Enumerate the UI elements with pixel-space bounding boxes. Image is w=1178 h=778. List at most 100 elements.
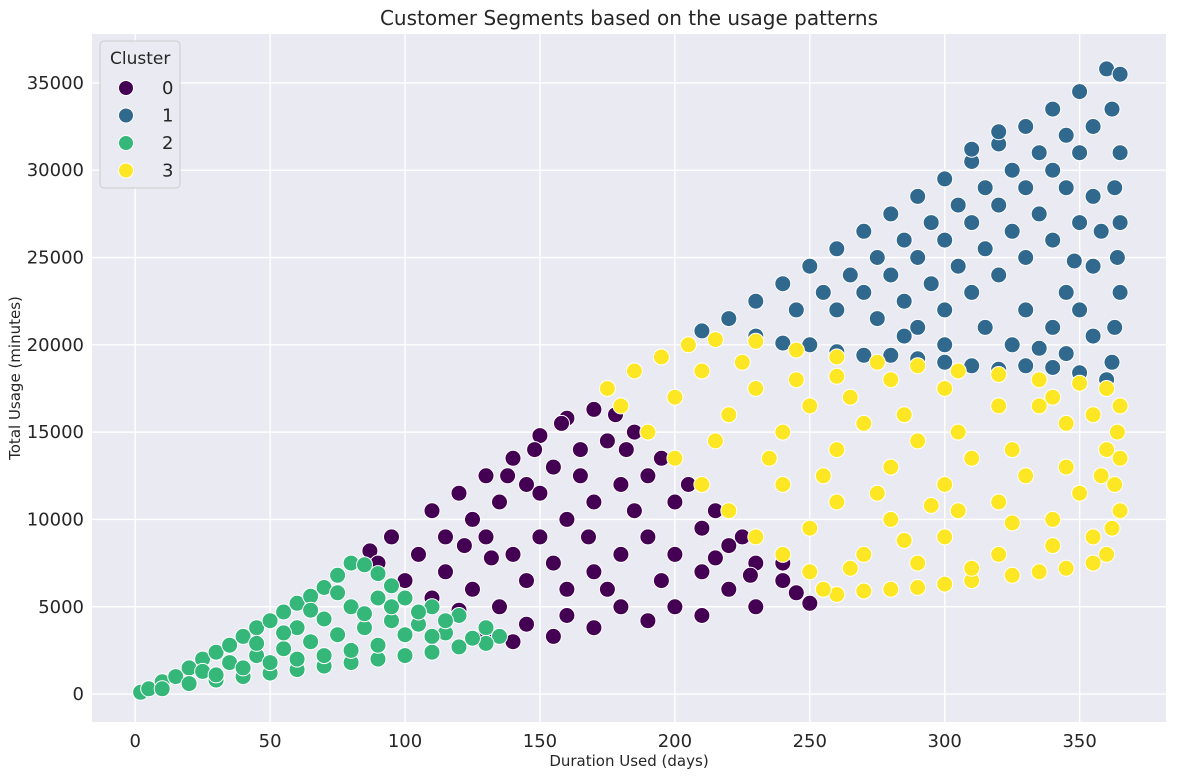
point-cluster-1 <box>814 283 832 301</box>
point-cluster-3 <box>828 441 846 459</box>
legend: Cluster 0 1 2 3 <box>99 40 181 189</box>
point-cluster-3 <box>679 336 697 354</box>
point-cluster-2 <box>180 675 198 693</box>
point-cluster-0 <box>491 598 508 616</box>
point-cluster-1 <box>1084 257 1102 275</box>
point-cluster-2 <box>450 638 468 656</box>
point-cluster-3 <box>1044 537 1062 555</box>
point-cluster-3 <box>774 545 792 563</box>
point-cluster-1 <box>1084 327 1102 345</box>
point-cluster-3 <box>1092 467 1110 485</box>
point-cluster-1 <box>747 292 765 310</box>
point-cluster-1 <box>841 266 859 284</box>
point-cluster-0 <box>693 519 711 537</box>
point-cluster-3 <box>801 397 819 415</box>
chart-title: Customer Segments based on the usage pat… <box>380 6 878 30</box>
point-cluster-3 <box>801 563 819 581</box>
point-cluster-3 <box>814 580 832 598</box>
point-cluster-2 <box>315 610 333 628</box>
point-cluster-3 <box>787 371 805 389</box>
point-cluster-1 <box>801 257 819 275</box>
point-cluster-1 <box>990 266 1008 284</box>
point-cluster-3 <box>1098 441 1116 459</box>
point-cluster-3 <box>598 380 616 397</box>
point-cluster-1 <box>1071 144 1089 162</box>
point-cluster-1 <box>882 346 900 364</box>
point-cluster-3 <box>1017 467 1035 485</box>
point-cluster-2 <box>261 612 279 630</box>
legend-marker <box>118 80 134 96</box>
point-cluster-3 <box>1003 566 1021 584</box>
point-cluster-1 <box>1017 357 1035 375</box>
point-cluster-2 <box>396 647 414 665</box>
point-cluster-2 <box>302 633 320 651</box>
point-cluster-0 <box>585 493 603 511</box>
point-cluster-2 <box>329 626 347 644</box>
point-cluster-3 <box>639 423 657 441</box>
point-cluster-0 <box>531 528 549 546</box>
point-cluster-3 <box>1044 388 1062 406</box>
x-axis-label: Duration Used (days) <box>549 752 708 770</box>
point-cluster-2 <box>356 556 373 574</box>
point-cluster-2 <box>423 627 441 645</box>
point-cluster-0 <box>437 563 454 581</box>
point-cluster-3 <box>936 575 954 593</box>
point-cluster-1 <box>1003 336 1021 354</box>
point-cluster-0 <box>531 484 549 502</box>
point-cluster-1 <box>882 266 900 284</box>
point-cluster-2 <box>234 659 252 677</box>
legend-marker <box>118 135 134 151</box>
point-cluster-2 <box>396 589 414 607</box>
point-cluster-3 <box>693 362 711 380</box>
point-cluster-0 <box>666 598 684 616</box>
point-cluster-2 <box>383 598 400 616</box>
point-cluster-3 <box>1106 476 1124 493</box>
point-cluster-0 <box>720 580 738 598</box>
point-cluster-1 <box>1030 144 1048 162</box>
point-cluster-2 <box>275 640 293 658</box>
point-cluster-0 <box>706 549 724 567</box>
point-cluster-2 <box>437 612 454 630</box>
point-cluster-1 <box>1017 179 1035 197</box>
point-cluster-0 <box>598 580 616 598</box>
point-cluster-0 <box>585 563 603 581</box>
point-cluster-3 <box>1084 528 1102 546</box>
point-cluster-1 <box>1071 301 1089 319</box>
point-cluster-0 <box>693 607 711 624</box>
point-cluster-3 <box>855 582 873 600</box>
point-cluster-2 <box>369 565 387 583</box>
point-cluster-3 <box>882 580 900 598</box>
x-tick-label: 50 <box>259 731 282 752</box>
point-cluster-3 <box>814 467 832 485</box>
y-tick-label: 20000 <box>27 335 84 356</box>
point-cluster-1 <box>1057 179 1075 197</box>
point-cluster-0 <box>617 441 635 459</box>
point-cluster-1 <box>1030 205 1048 223</box>
point-cluster-3 <box>801 519 819 537</box>
point-cluster-3 <box>882 371 900 389</box>
point-cluster-3 <box>666 388 684 406</box>
point-cluster-3 <box>868 353 886 371</box>
point-cluster-2 <box>342 598 360 616</box>
point-cluster-1 <box>936 170 954 188</box>
x-tick-label: 200 <box>658 731 692 752</box>
point-cluster-1 <box>936 336 954 354</box>
point-cluster-1 <box>949 257 967 275</box>
point-cluster-3 <box>1098 545 1116 563</box>
point-cluster-0 <box>477 528 495 546</box>
point-cluster-1 <box>1044 100 1062 118</box>
point-cluster-0 <box>580 528 597 546</box>
point-cluster-1 <box>1044 318 1062 336</box>
point-cluster-3 <box>693 476 711 493</box>
point-cluster-0 <box>612 545 630 563</box>
point-cluster-1 <box>936 353 954 371</box>
point-cluster-2 <box>396 626 414 644</box>
point-cluster-1 <box>1071 214 1089 232</box>
y-axis-label: Total Usage (minutes) <box>6 296 24 461</box>
point-cluster-1 <box>922 214 940 232</box>
point-cluster-2 <box>167 668 185 686</box>
legend-label: 3 <box>162 161 173 182</box>
x-tick-label: 350 <box>1062 731 1096 752</box>
y-tick-label: 30000 <box>27 160 84 181</box>
